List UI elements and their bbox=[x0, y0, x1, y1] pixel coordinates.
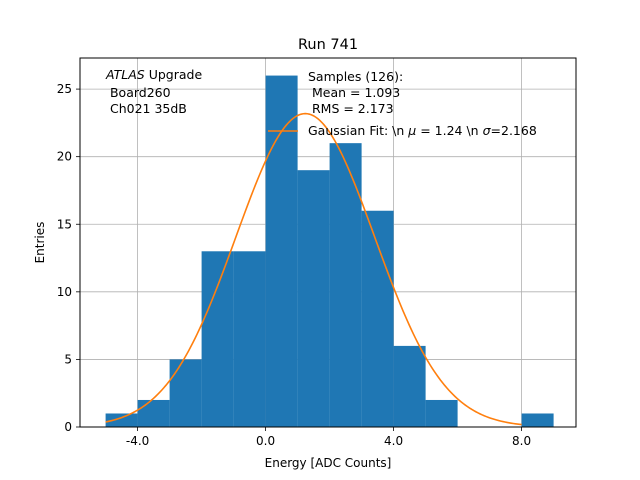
annotation-line-2: Board260 bbox=[106, 85, 171, 100]
legend-fit-label-post: =2.168 bbox=[491, 123, 537, 138]
histogram-bar-3 bbox=[201, 251, 234, 427]
histogram-bar-0 bbox=[105, 413, 138, 427]
legend-fit-sigma: σ bbox=[483, 123, 492, 138]
legend-samples-line-1: Samples (126): bbox=[308, 69, 403, 84]
x-tick-label-2: 4.0 bbox=[384, 434, 403, 448]
x-tick-label-3: 8.0 bbox=[512, 434, 531, 448]
x-tick-label-0: -4.0 bbox=[126, 434, 149, 448]
histogram-bar-13 bbox=[521, 413, 554, 427]
y-axis-label: Entries bbox=[33, 222, 47, 264]
legend-fit-label-mid: = 1.24 \n bbox=[416, 123, 482, 138]
annotation-italic: ATLAS bbox=[105, 67, 145, 82]
histogram-bar-9 bbox=[393, 345, 426, 427]
gaussian-fit-line bbox=[105, 112, 522, 426]
axis-ticks: -4.0 0.0 4.0 8.0 0 5 10 15 20 25 bbox=[57, 82, 531, 448]
chart-title: Run 741 bbox=[298, 37, 358, 53]
legend-samples-swatch bbox=[268, 89, 296, 99]
legend-fit-label-pre: Gaussian Fit: \n bbox=[308, 123, 408, 138]
x-tick-label-1: 0.0 bbox=[256, 434, 275, 448]
plot-frame bbox=[79, 57, 577, 428]
histogram-bar-4 bbox=[233, 251, 266, 427]
histogram-bar-5 bbox=[265, 75, 298, 428]
legend-samples-line-2: Mean = 1.093 bbox=[308, 85, 400, 100]
x-axis-label: Energy [ADC Counts] bbox=[265, 456, 392, 470]
legend-fit-label: Gaussian Fit: \n μ = 1.24 \n σ=2.168 bbox=[308, 123, 537, 138]
y-tick-label-5: 25 bbox=[57, 82, 72, 96]
histogram-bar-10 bbox=[425, 399, 458, 427]
legend-samples-line-3: RMS = 2.173 bbox=[308, 101, 394, 116]
y-tick-label-0: 0 bbox=[64, 420, 72, 434]
histogram-bar-6 bbox=[297, 170, 330, 427]
plot-area bbox=[80, 58, 576, 428]
y-tick-label-2: 10 bbox=[57, 285, 72, 299]
histogram-bar-7 bbox=[329, 143, 362, 427]
histogram-bar-1 bbox=[137, 399, 170, 427]
annotation-rest: Upgrade bbox=[145, 67, 203, 82]
y-tick-label-1: 5 bbox=[64, 352, 72, 366]
y-tick-label-3: 15 bbox=[57, 217, 72, 231]
annotation-line-1: ATLAS Upgrade bbox=[105, 67, 202, 82]
histogram-bar-2 bbox=[169, 359, 202, 427]
annotation-block: ATLAS Upgrade Board260 Ch021 35dB bbox=[105, 67, 202, 116]
legend: Samples (126): Mean = 1.093 RMS = 2.173 … bbox=[268, 69, 537, 138]
y-tick-label-4: 20 bbox=[57, 150, 72, 164]
annotation-line-3: Ch021 35dB bbox=[106, 101, 187, 116]
legend-fit-mu: μ bbox=[407, 123, 416, 138]
